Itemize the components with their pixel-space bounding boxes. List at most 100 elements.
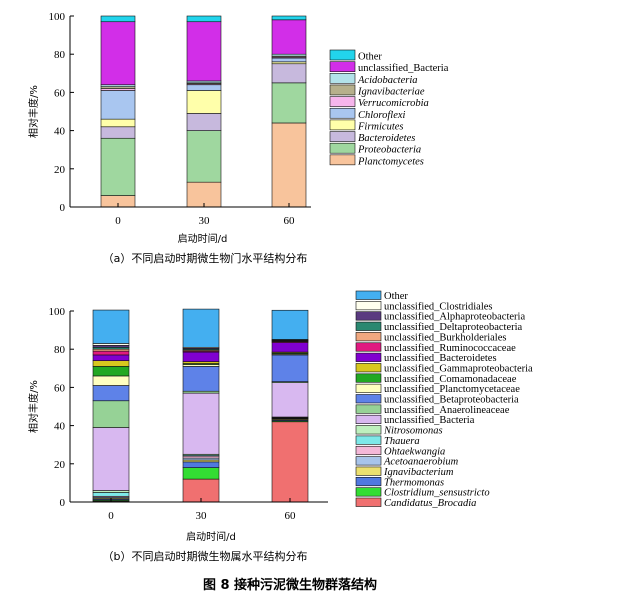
y-tick-label: 40: [54, 421, 66, 433]
legend-swatch-unclassified-anaerolineaceae: [355, 404, 382, 414]
legend-swatch-unclassified-betaproteobacteria: [355, 394, 382, 404]
bar-segment-planctomycetes-30: [186, 181, 222, 208]
bar-segment-unclassified-bacteroidetes-0: [92, 354, 130, 361]
legend-label-unclassified-bacteroidetes: unclassified_Bacteroidetes: [384, 353, 497, 364]
bar-segment-unclassified-anaerolineaceae-0: [92, 400, 130, 428]
legend-swatch-unclassified-bacteria: [329, 61, 356, 72]
legend-label-thauera: Thauera: [384, 436, 420, 447]
y-tick-label: 60: [54, 382, 66, 394]
legend-label-unclassified-planctomycetaceae: unclassified_Planctomycetaceae: [384, 384, 520, 395]
legend-label-acetoanaerobium: Acetoanaerobium: [383, 457, 459, 468]
bar-segment-unclassified-bacteria-0: [100, 21, 136, 86]
bar-segment-unclassified-bacteria-60: [271, 19, 307, 55]
legend-swatch-unclassified-deltaproteobacteria: [355, 321, 382, 331]
bar-segment-other-60: [271, 15, 307, 21]
x-tick-label: 30: [196, 510, 208, 522]
legend-label-unclassified-clostridiales: unclassified_Clostridiales: [384, 301, 492, 312]
bar-segment-thauera-0: [92, 492, 130, 497]
bar-segment-chloroflexi-0: [100, 90, 136, 120]
legend-swatch-unclassified-ruminococcaceae: [355, 342, 382, 352]
bar-segment-proteobacteria-0: [100, 137, 136, 196]
legend-label-thermomonas: Thermomonas: [384, 477, 444, 488]
bar-segment-other-60: [271, 309, 309, 340]
legend-swatch-unclassified-burkholderiales: [355, 332, 382, 342]
bar-segment-unclassified-ruminococcaceae-0: [92, 350, 130, 356]
y-tick-label: 80: [54, 344, 66, 356]
legend-swatch-candidatus-brocadia: [355, 497, 382, 507]
x-tick-label: 0: [108, 510, 114, 522]
bar-segment-unclassified-bacteria-0: [92, 427, 130, 491]
legend-swatch-unclassified-clostridiales: [355, 301, 382, 311]
bar-segment-unclassified-bacteroidetes-30: [182, 351, 220, 362]
bar-segment-unclassified-bacteria-30: [182, 392, 220, 455]
y-tick-label: 40: [54, 126, 66, 138]
bar-segment-thermomonas-30: [182, 461, 220, 468]
y-tick-label: 20: [54, 164, 66, 176]
legend-label-unclassified-deltaproteobacteria: unclassified_Deltaproteobacteria: [384, 322, 523, 333]
legend-swatch-other: [329, 49, 356, 61]
legend-label-ignavibacteriae: Ignavibacteriae: [357, 86, 425, 97]
y-axis-label: 相对丰度/%: [27, 380, 40, 433]
bar-segment-candidatus-brocadia-60: [271, 421, 309, 503]
legend-swatch-nitrosomonas: [355, 425, 382, 435]
y-tick-label: 20: [54, 459, 66, 471]
legend-swatch-unclassified-bacteroidetes: [355, 352, 382, 362]
legend-label-unclassified-bacteria: unclassified_Bacteria: [384, 415, 475, 426]
legend-swatch-ignavibacteriae: [329, 84, 356, 96]
y-axis-label: 相对丰度/%: [27, 85, 40, 138]
panel-a-phylum-chart: 0 20 40 60 80 100 0 30 60 相对丰度/% 启动时间/d （a）不同启动时期微生…: [27, 11, 449, 265]
y-tick-label: 100: [49, 306, 66, 318]
legend-label-other: Other: [384, 291, 408, 302]
legend-swatch-ohtaekwangia: [355, 445, 382, 456]
bar-segment-bacteroidetes-0: [100, 126, 136, 139]
bar-segment-firmicutes-30: [186, 90, 222, 114]
legend-label-acidobacteria: Acidobacteria: [357, 75, 417, 86]
legend-label-verrucomicrobia: Verrucomicrobia: [358, 98, 429, 109]
x-tick-label: 30: [199, 215, 211, 227]
legend-label-unclassified-betaproteobacteria: unclassified_Betaproteobacteria: [384, 395, 519, 406]
y-tick-label: 0: [60, 202, 66, 214]
bar-segment-unclassified-bacteria-30: [186, 21, 222, 82]
legend-label-proteobacteria: Proteobacteria: [357, 145, 421, 156]
legend-swatch-unclassified-bacteria: [355, 414, 382, 425]
legend-label-unclassified-ruminococcaceae: unclassified_Ruminococcaceae: [384, 343, 516, 354]
bar-segment-chloroflexi-60: [271, 57, 307, 63]
y-tick-label: 60: [54, 87, 66, 99]
x-tick-label: 60: [284, 215, 296, 227]
legend-swatch-thermomonas: [355, 476, 382, 487]
y-tick-label: 80: [54, 49, 66, 61]
legend-label-ohtaekwangia: Ohtaekwangia: [384, 446, 445, 457]
legend-swatch-unclassified-planctomycetaceae: [355, 383, 382, 393]
legend-swatch-verrucomicrobia: [329, 96, 356, 107]
legend-label-unclassified-gammaproteobacteria: unclassified_Gammaproteobacteria: [384, 363, 533, 374]
bar-segment-other-30: [186, 15, 222, 23]
y-tick-label: 0: [60, 497, 66, 509]
legend-label-chloroflexi: Chloroflexi: [358, 110, 406, 121]
bar-segment-chloroflexi-30: [186, 84, 222, 91]
bar-segment-bacteroidetes-60: [271, 63, 307, 84]
legend-label-unclassified-alphaproteobacteria: unclassified_Alphaproteobacteria: [384, 312, 525, 323]
panel-caption: （b）不同启动时期微生物属水平结构分布: [103, 549, 308, 563]
legend-swatch-firmicutes: [329, 119, 356, 131]
bar-segment-unclassified-betaproteobacteria-0: [92, 385, 130, 402]
legend-label-unclassified-comamonadaceae: unclassified_Comamonadaceae: [384, 374, 517, 385]
legend-swatch-planctomycetes: [329, 154, 356, 166]
legend-swatch-bacteroidetes: [329, 131, 356, 142]
legend-swatch-chloroflexi: [329, 107, 356, 119]
x-axis-label: 启动时间/d: [178, 232, 228, 245]
legend-swatch-thauera: [355, 435, 382, 445]
legend-label-planctomycetes: Planctomycetes: [357, 156, 424, 167]
panel-caption: （a）不同启动时期微生物门水平结构分布: [103, 251, 308, 265]
legend-swatch-acetoanaerobium: [355, 456, 382, 466]
bar-segment-bacteroidetes-30: [186, 113, 222, 131]
bar-segment-proteobacteria-60: [271, 82, 307, 124]
bar-segment-unclassified-gammaproteobacteria-0: [92, 360, 130, 367]
legend-swatch-clostridium-sensustricto: [355, 487, 382, 497]
legend-swatch-acidobacteria: [329, 73, 356, 84]
bar-segment-planctomycetes-60: [271, 122, 307, 208]
y-tick-label: 100: [49, 11, 66, 23]
bar-segment-unclassified-bacteria-60: [271, 382, 309, 418]
legend-label-candidatus-brocadia: Candidatus_Brocadia: [384, 498, 476, 509]
bar-segment-other-0: [100, 15, 136, 23]
bar-segment-unclassified-bacteroidetes-60: [271, 342, 309, 353]
